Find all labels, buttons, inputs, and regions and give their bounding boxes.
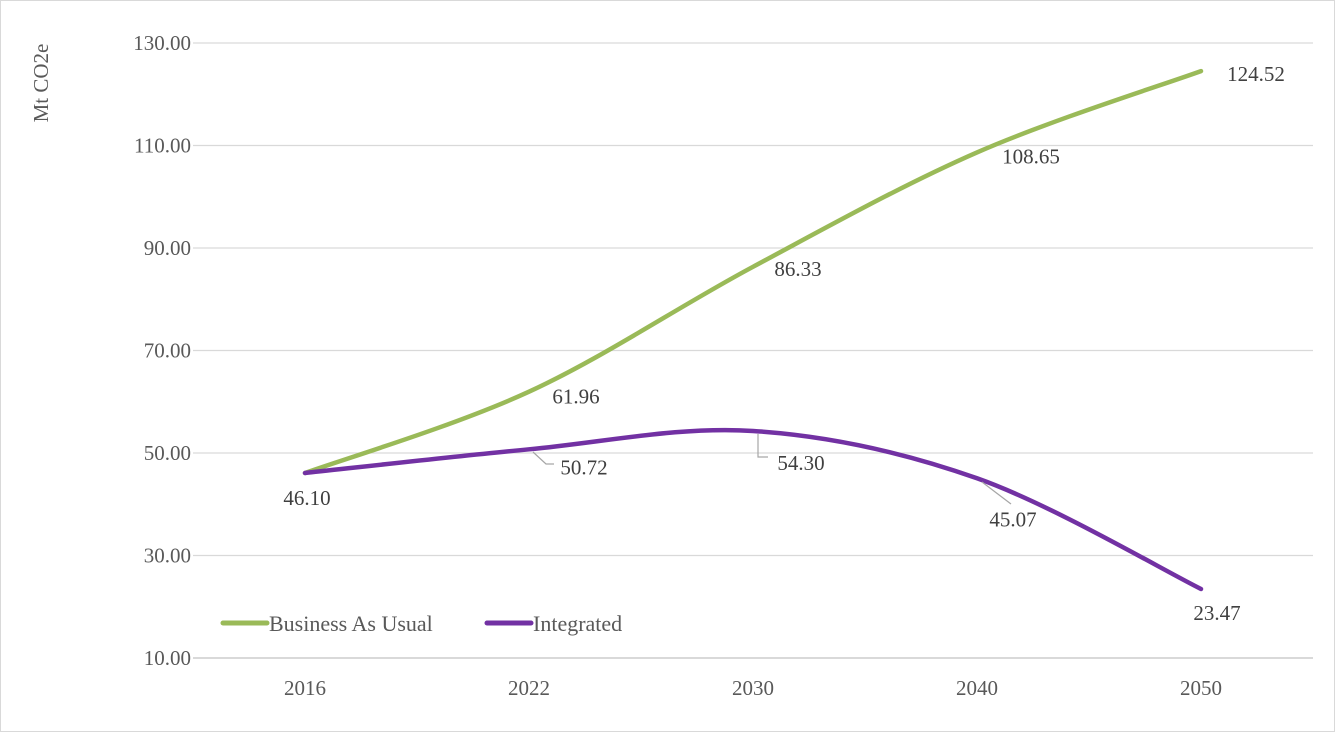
x-axis-label-2022: 2022 [508,676,550,700]
x-axis-label-2030: 2030 [732,676,774,700]
data-label: 124.52 [1227,62,1285,86]
series-line-business-as-usual [302,68,1204,476]
leader-lines [532,434,1012,505]
x-axis-label-2050: 2050 [1180,676,1222,700]
data-labels: 46.10 61.96 86.33 108.65 124.52 50.72 54.30 45.… [283,62,1285,625]
data-label: 23.47 [1193,601,1240,625]
legend-label-integrated: Integrated [533,611,622,636]
series-lines [302,68,1204,592]
data-label: 108.65 [1002,144,1060,168]
y-axis-title: Mt CO2e [29,44,53,123]
leader-line [532,451,554,465]
y-tick-label: 30.00 [144,544,191,568]
data-label: 54.30 [777,451,824,475]
data-label: 46.10 [283,486,330,510]
y-tick-label: 90.00 [144,236,191,260]
y-tick-label: 130.00 [133,31,191,55]
legend-label-business-as-usual: Business As Usual [269,611,433,636]
x-axis-label-2016: 2016 [284,676,326,700]
data-label: 50.72 [560,455,607,479]
leader-line [981,481,1012,505]
gridlines [193,42,1313,659]
x-axis-label-2040: 2040 [956,676,998,700]
data-label: 61.96 [552,385,599,409]
y-tick-label: 70.00 [144,339,191,363]
series-line-integrated [302,427,1204,592]
x-axis-labels: 2016 2022 2030 2040 2050 [284,676,1222,700]
data-label: 86.33 [774,257,821,281]
y-tick-label: 110.00 [134,134,191,158]
data-label: 45.07 [989,507,1036,531]
leader-line [757,434,768,458]
legend: Business As Usual Integrated [220,611,622,636]
y-tick-label: 10.00 [144,646,191,670]
y-axis-tick-labels: 130.00 110.00 90.00 70.00 50.00 30.00 10.00 [133,31,191,670]
y-tick-label: 50.00 [144,441,191,465]
